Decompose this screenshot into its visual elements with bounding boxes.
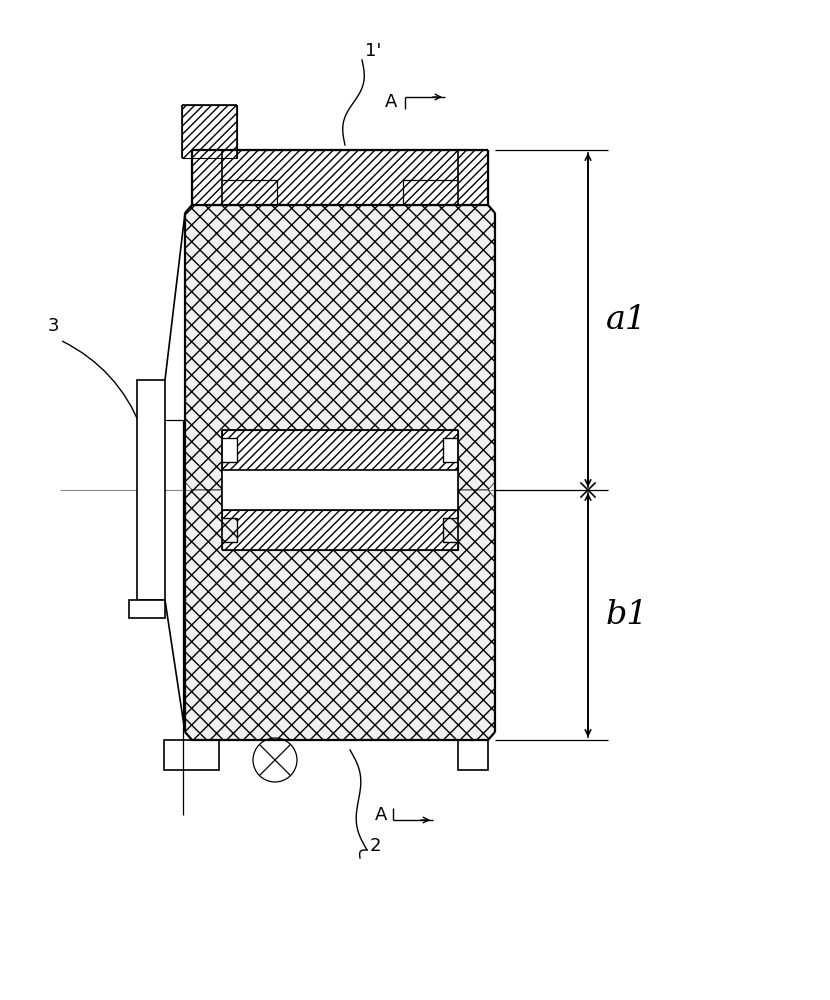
Text: 1': 1' bbox=[365, 42, 381, 60]
Bar bbox=[458, 740, 488, 770]
Bar bbox=[222, 470, 458, 510]
Text: b1: b1 bbox=[606, 599, 648, 631]
Text: 2: 2 bbox=[370, 837, 382, 855]
Text: 3: 3 bbox=[48, 317, 60, 335]
Bar bbox=[137, 380, 165, 600]
Polygon shape bbox=[222, 430, 458, 470]
Bar bbox=[182, 105, 237, 158]
Bar bbox=[129, 600, 165, 618]
Polygon shape bbox=[185, 205, 495, 490]
Polygon shape bbox=[222, 510, 458, 550]
Polygon shape bbox=[185, 490, 495, 740]
Text: a1: a1 bbox=[606, 304, 647, 336]
Text: A: A bbox=[385, 93, 398, 111]
Text: A: A bbox=[375, 806, 388, 824]
Polygon shape bbox=[192, 150, 488, 205]
Bar bbox=[164, 740, 219, 770]
